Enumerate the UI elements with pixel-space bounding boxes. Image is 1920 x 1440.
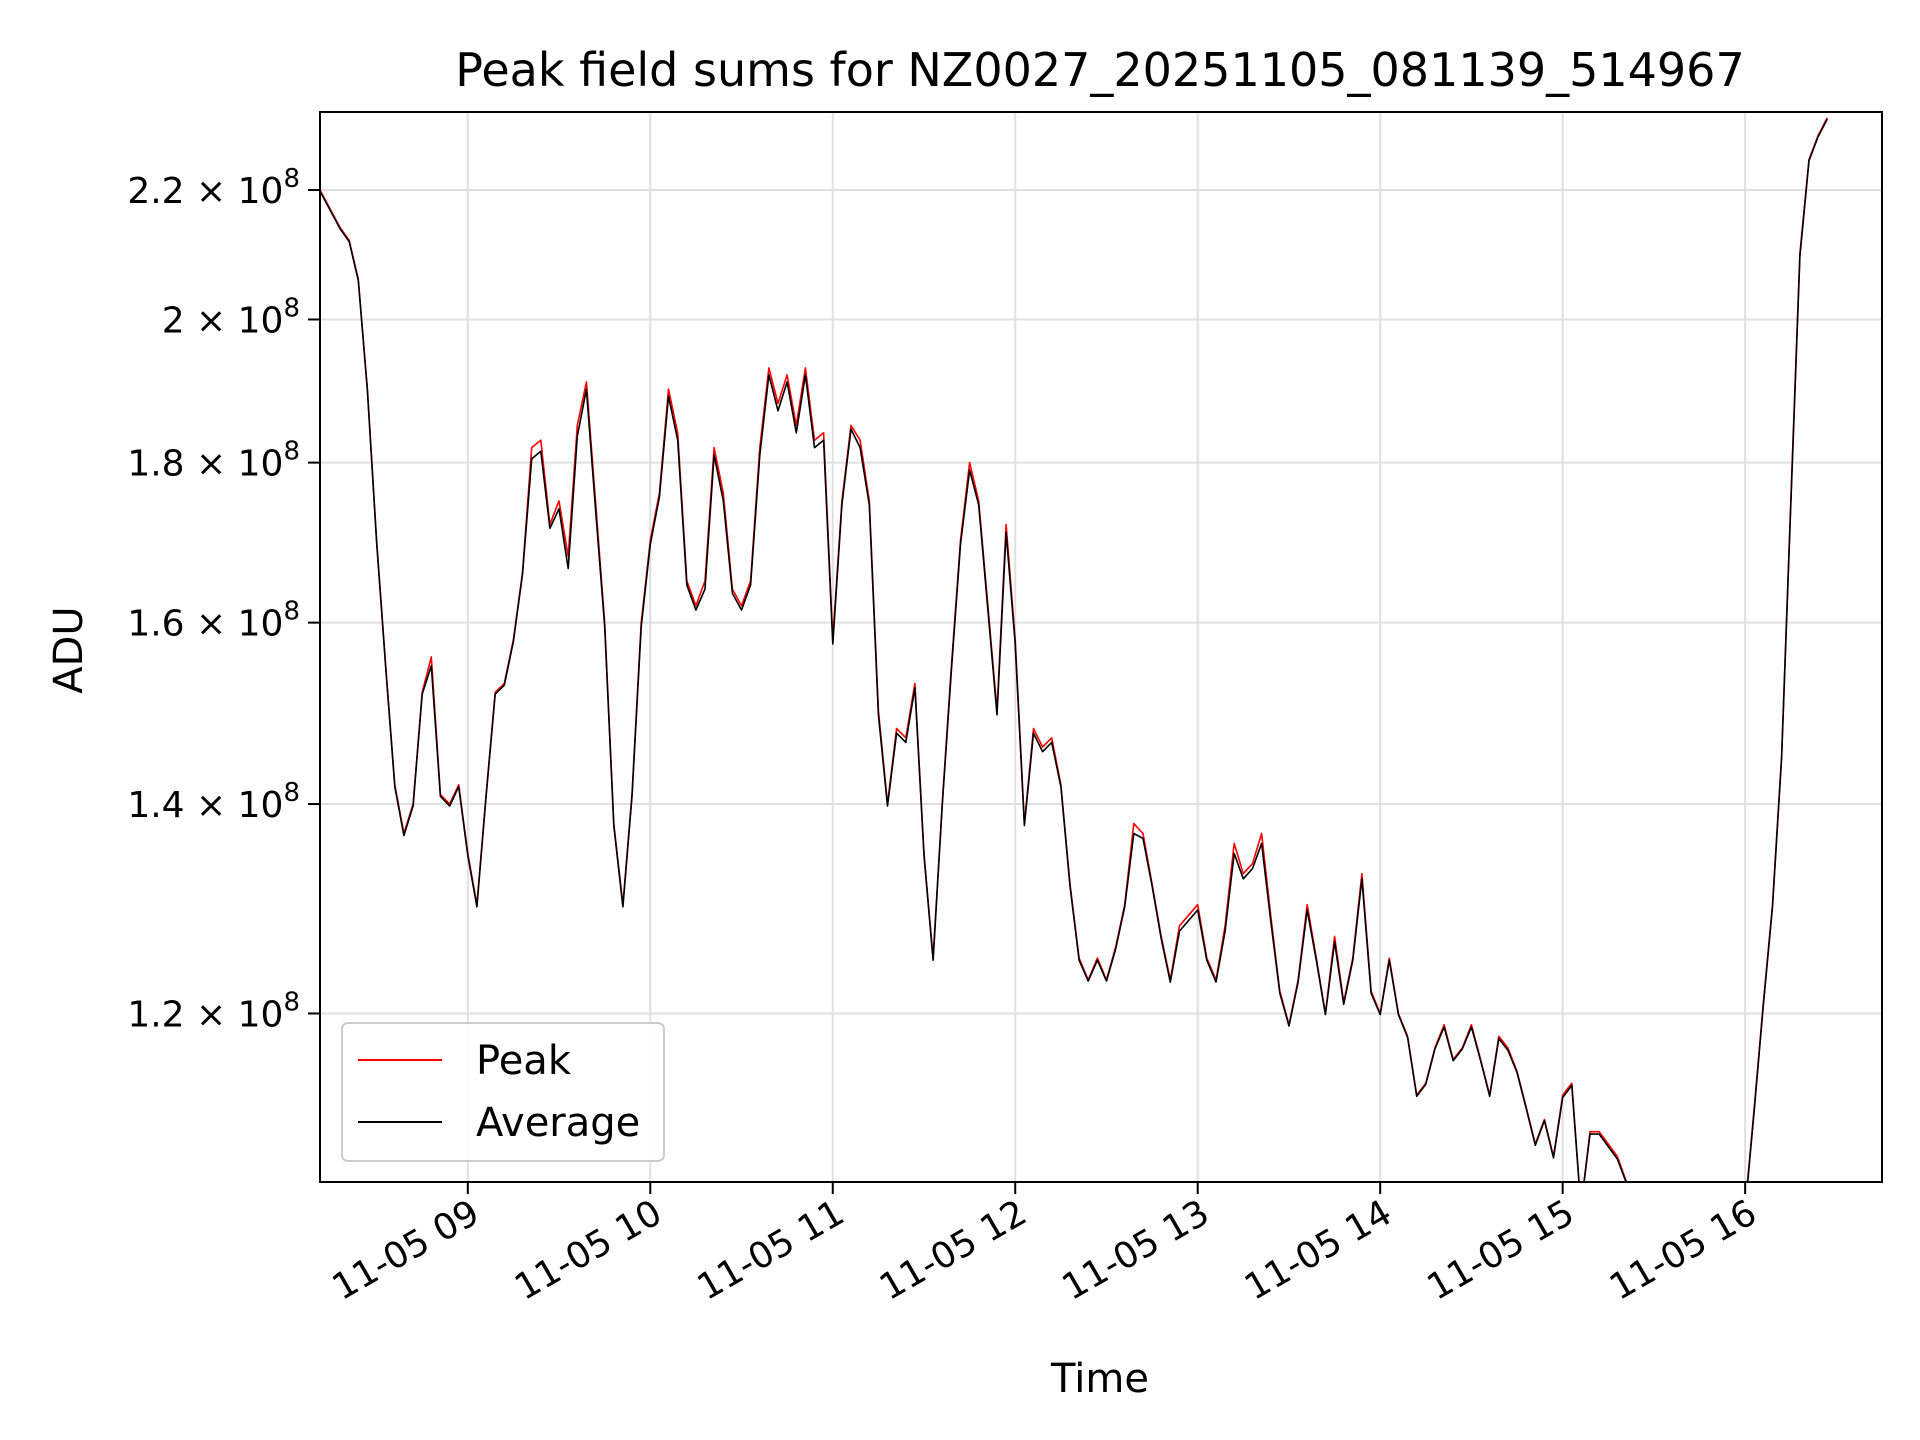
legend-label-peak: Peak <box>476 1038 572 1084</box>
plot-frame <box>319 111 1883 1183</box>
legend-label-average: Average <box>476 1100 640 1146</box>
x-axis-label: Time <box>1050 1356 1149 1402</box>
y-tick-label: 2 × 108 <box>162 293 300 341</box>
y-tick-label: 1.2 × 108 <box>127 987 300 1035</box>
series-line-average <box>320 118 1829 1182</box>
y-axis-label: ADU <box>46 606 92 693</box>
y-tick-label: 2.2 × 108 <box>127 164 300 212</box>
series-group <box>320 117 1829 1182</box>
chart-title: Peak field sums for NZ0027_20251105_0811… <box>455 43 1744 97</box>
y-tick-label: 1.6 × 108 <box>127 597 300 645</box>
y-tick-label: 1.4 × 108 <box>127 778 300 826</box>
legend-box <box>341 1022 665 1162</box>
legend: Peak Average <box>341 1022 665 1162</box>
y-tick-label: 1.8 × 108 <box>127 437 300 485</box>
y-axis: 1.2 × 108 1.4 × 108 1.6 × 108 1.8 × 108 2 × … <box>127 164 320 1035</box>
